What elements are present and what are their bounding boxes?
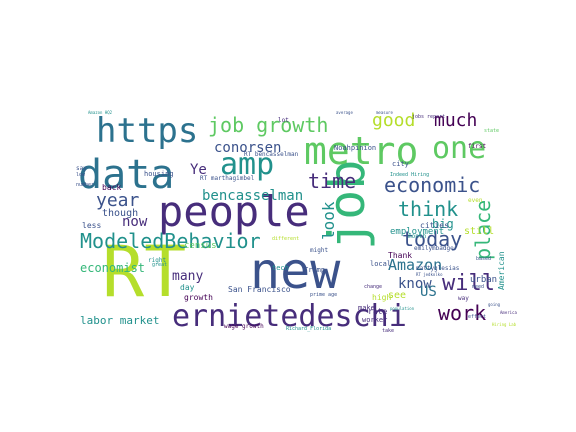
word-san-francisco: San Francisco — [228, 285, 291, 294]
word-will: will — [442, 271, 495, 296]
word-big: big — [432, 217, 454, 231]
word-employment: employment — [390, 227, 444, 237]
word-housing: housing — [144, 170, 174, 178]
word-work: work — [438, 301, 486, 325]
word-census: census — [184, 241, 217, 251]
word-change: change — [364, 284, 382, 290]
word-effect: effect — [468, 314, 486, 320]
word-data: data — [78, 152, 174, 198]
word-hiring-lab: Hiring Lab — [492, 322, 517, 327]
word-based: based — [476, 256, 491, 262]
word-might: might — [310, 247, 328, 254]
word-rt-jedkolko: RT jedkolko — [416, 272, 443, 277]
word-year: year — [96, 190, 140, 211]
word-new: new — [250, 242, 341, 300]
word-metro: metro — [304, 129, 418, 173]
word-worker: worker — [362, 316, 387, 324]
word-high: high — [372, 293, 391, 302]
word-tech: tech — [272, 264, 289, 272]
word-going: going — [488, 302, 501, 307]
word-economic: economic — [384, 173, 480, 197]
word-richard-florida: Richard_Florida — [286, 326, 331, 332]
word-even: even — [468, 197, 483, 204]
word-need: need — [472, 284, 484, 290]
word-modeledbehavior: ModeledBehavior — [80, 229, 261, 253]
word-ernietedeschi: ernietedeschi — [172, 299, 407, 332]
word-though: though — [102, 208, 138, 219]
word-now: now — [122, 214, 148, 230]
word-take: take — [382, 328, 394, 332]
word-one: one — [432, 131, 486, 166]
word-know: know — [398, 276, 432, 292]
word-right: right — [148, 257, 166, 264]
word-job-growth: job growth — [208, 113, 328, 137]
word-low: low — [76, 172, 86, 178]
word-today: today — [402, 227, 462, 251]
word-rt-bencasselman: RT bencasselman — [244, 151, 299, 158]
word-jobs-report: jobs report — [412, 114, 445, 120]
word-bencasselman: bencasselman — [202, 188, 303, 204]
word-cloud: RT new people job data metro https ernietedesch… — [72, 100, 520, 332]
word-america: America — [500, 310, 517, 315]
word-make: make — [358, 304, 375, 312]
word-noahpinion: Noahpinion — [334, 144, 376, 152]
word-prime-age: prime age — [310, 292, 337, 298]
word-different: different — [272, 236, 299, 242]
word-think: think — [398, 197, 458, 221]
word-amazon: Amazon — [388, 256, 442, 274]
word-great: great — [152, 262, 167, 268]
word-time: time — [308, 169, 356, 193]
word-https: https — [96, 111, 198, 151]
word-conorsen: conorsen — [214, 140, 281, 156]
word-look: look — [319, 201, 338, 240]
word-labor-market: labor market — [80, 314, 159, 327]
word-ye: Ye — [190, 162, 207, 178]
word-number: number — [76, 182, 94, 188]
word-job: job — [318, 160, 376, 250]
word-trump: Trump — [304, 266, 325, 274]
word-amp: amp — [220, 147, 274, 182]
word-back: back — [102, 183, 121, 192]
word-wage-growth: wage growth — [224, 323, 264, 330]
word-city: city — [392, 160, 409, 168]
word-rt: RT — [102, 231, 186, 313]
word-rate: rate — [368, 307, 387, 316]
word-month: month — [408, 233, 426, 240]
word-lot: lot — [278, 117, 289, 124]
word-local: local — [370, 260, 391, 268]
word-thank: Thank — [388, 251, 412, 260]
word-growth: growth — [184, 293, 213, 302]
word-many: many — [172, 269, 203, 284]
word-urban: urban — [470, 275, 497, 285]
word-see: see — [388, 290, 406, 301]
word-state: state — [484, 128, 499, 134]
word-say: say — [76, 165, 87, 172]
word-place: place — [471, 200, 495, 260]
word-first: first — [468, 143, 486, 150]
word-economist: economist — [80, 261, 145, 275]
word-cloud-canvas: RT new people job data metro https ernietedesch… — [76, 110, 517, 332]
word-good: good — [372, 110, 415, 131]
word-population: population — [390, 306, 415, 311]
word-amazon-hq2: Amazon HQ2 — [88, 110, 113, 115]
word-rt-marthagimbel: RT marthagimbel — [200, 175, 255, 182]
word-indeed-hiring: Indeed Hiring — [390, 172, 429, 178]
word-people: people — [158, 187, 310, 236]
word-cities: cities — [420, 221, 449, 230]
word-emilymbadger: emilymbadger — [414, 245, 458, 252]
word-us: US — [420, 284, 437, 300]
word-less: less — [82, 221, 101, 230]
word-still: still — [464, 226, 494, 237]
word-day: day — [180, 283, 195, 292]
word-mattyglesias: mattyglesias — [416, 265, 460, 272]
word-way: way — [458, 295, 469, 302]
word-much: much — [434, 110, 477, 131]
word-american: American — [497, 251, 506, 290]
word-measure: measure — [376, 110, 393, 115]
word-average: average — [336, 110, 353, 115]
